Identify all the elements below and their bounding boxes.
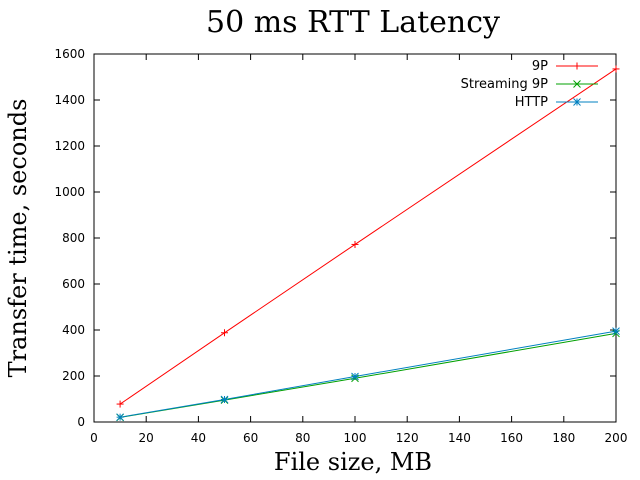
x-axis: 0 20 40 60 80 100 120 140 160 180 200 bbox=[90, 54, 627, 445]
y-tick-label: 1000 bbox=[54, 185, 85, 199]
x-tick-label: 180 bbox=[552, 431, 575, 445]
x-tick-label: 80 bbox=[295, 431, 310, 445]
legend-marker bbox=[573, 62, 581, 70]
x-tick-label: 40 bbox=[191, 431, 206, 445]
data-point bbox=[116, 400, 124, 408]
legend-label: HTTP bbox=[515, 95, 548, 110]
y-tick-label: 200 bbox=[62, 369, 85, 383]
y-axis-label: Transfer time, seconds bbox=[4, 99, 32, 378]
data-point bbox=[351, 240, 359, 248]
data-point bbox=[116, 413, 124, 422]
series-line bbox=[120, 330, 617, 418]
series-lines bbox=[119, 68, 617, 418]
y-tick-label: 1400 bbox=[54, 93, 85, 107]
x-tick-label: 120 bbox=[396, 431, 419, 445]
data-point bbox=[220, 395, 229, 404]
chart-title: 50 ms RTT Latency bbox=[206, 5, 500, 40]
x-tick-label: 20 bbox=[139, 431, 154, 445]
data-point bbox=[612, 65, 620, 73]
legend-marker bbox=[573, 98, 581, 106]
x-tick-label: 160 bbox=[500, 431, 523, 445]
x-tick-label: 200 bbox=[605, 431, 628, 445]
x-tick-label: 0 bbox=[90, 431, 98, 445]
legend-marker bbox=[573, 80, 581, 88]
y-tick-label: 800 bbox=[62, 231, 85, 245]
y-axis: 0 200 400 600 800 1000 1200 1400 1600 bbox=[54, 47, 616, 429]
legend-label: 9P bbox=[532, 59, 548, 74]
y-tick-label: 400 bbox=[62, 323, 85, 337]
legend: 9P Streaming 9P HTTP bbox=[461, 59, 598, 110]
y-tick-label: 600 bbox=[62, 277, 85, 291]
x-tick-label: 140 bbox=[448, 431, 471, 445]
y-tick-label: 0 bbox=[77, 415, 85, 429]
data-point bbox=[612, 327, 620, 336]
y-tick-label: 1200 bbox=[54, 139, 85, 153]
legend-label: Streaming 9P bbox=[461, 77, 549, 92]
series-line bbox=[119, 68, 617, 405]
x-tick-label: 100 bbox=[344, 431, 367, 445]
x-tick-label: 60 bbox=[243, 431, 258, 445]
series-markers bbox=[116, 65, 620, 422]
y-tick-label: 1600 bbox=[54, 47, 85, 61]
data-point bbox=[221, 329, 228, 337]
data-point bbox=[351, 372, 359, 381]
x-axis-label: File size, MB bbox=[274, 448, 432, 476]
